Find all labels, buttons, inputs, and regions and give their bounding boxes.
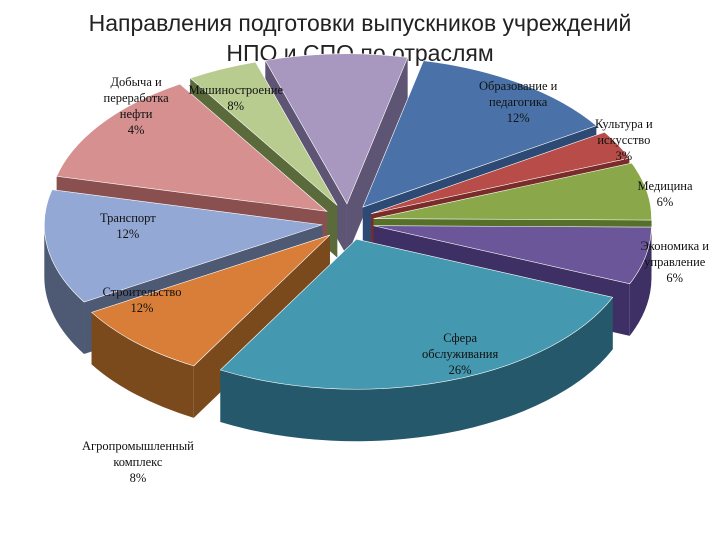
pie-slice-stroitelstvo [44, 189, 323, 303]
pie-slice-transport [56, 83, 328, 212]
slice-label-stroitelstvo: Строительство 12% [103, 284, 182, 316]
slice-label-text: Добыча и [110, 75, 162, 89]
pie-slice-dobycha [189, 61, 338, 206]
slice-value-label: 8% [227, 99, 245, 113]
pie-slice-mashinostroenie [264, 53, 409, 205]
slice-label-mashinostroenie: Машиностроение 8% [189, 82, 284, 114]
slice-label-text: Сфера [443, 331, 478, 345]
pie-slice-medicina [373, 162, 652, 221]
slice-label-transport: Транспорт 12% [100, 210, 156, 242]
slice-label-medicina: Медицина 6% [638, 178, 693, 210]
pie-slice-agro [91, 234, 331, 367]
chart-title-line1: Направления подготовки выпускников учреж… [88, 10, 632, 36]
slice-value-label: 3% [615, 149, 633, 163]
slice-label-text: Культура и [595, 117, 653, 131]
slice-label-ekonomika: Экономика и управление 6% [641, 238, 710, 286]
slice-value-label: 6% [666, 271, 684, 285]
slice-label-text: Медицина [637, 179, 693, 193]
slice-value-label: 12% [506, 111, 530, 125]
slice-label-text: Агропромышленный [82, 439, 194, 453]
slice-value-label: 6% [656, 195, 674, 209]
slice-label-text: Образование и [479, 79, 558, 93]
chart-title: Направления подготовки выпускников учреж… [0, 8, 720, 68]
pie-slice-sfera [219, 238, 614, 390]
slice-label-text: переработка [103, 91, 169, 105]
slice-label-text: нефти [119, 107, 153, 121]
slice-label-text: Строительство [102, 285, 182, 299]
slice-label-text: Машиностроение [188, 83, 284, 97]
slice-value-label: 12% [116, 227, 140, 241]
slice-label-agro: Агропромышленный комплекс 8% [82, 438, 194, 486]
slice-label-text: педагогика [489, 95, 548, 109]
slice-label-text: Транспорт [100, 211, 156, 225]
slice-label-text: искусство [597, 133, 651, 147]
pie-slice-obrazovanie [362, 60, 597, 208]
slice-label-obrazovanie: Образование и педагогика 12% [479, 78, 557, 126]
slice-value-label: 4% [127, 123, 145, 137]
slice-label-text: комплекс [113, 455, 163, 469]
slice-value-label: 8% [129, 471, 147, 485]
slice-label-text: обслуживания [422, 347, 499, 361]
slice-label-dobycha: Добыча и переработка нефти 4% [104, 74, 169, 138]
slice-label-text: Экономика и [640, 239, 710, 253]
slice-label-sfera: Сфера обслуживания 26% [422, 330, 498, 378]
slice-value-label: 12% [130, 301, 154, 315]
pie-slice-kultura [371, 131, 630, 214]
slice-value-label: 26% [448, 363, 472, 377]
pie-slice-ekonomika [373, 225, 652, 285]
slice-label-kultura: Культура и искусство 3% [595, 116, 653, 164]
slice-label-text: управление [644, 255, 706, 269]
